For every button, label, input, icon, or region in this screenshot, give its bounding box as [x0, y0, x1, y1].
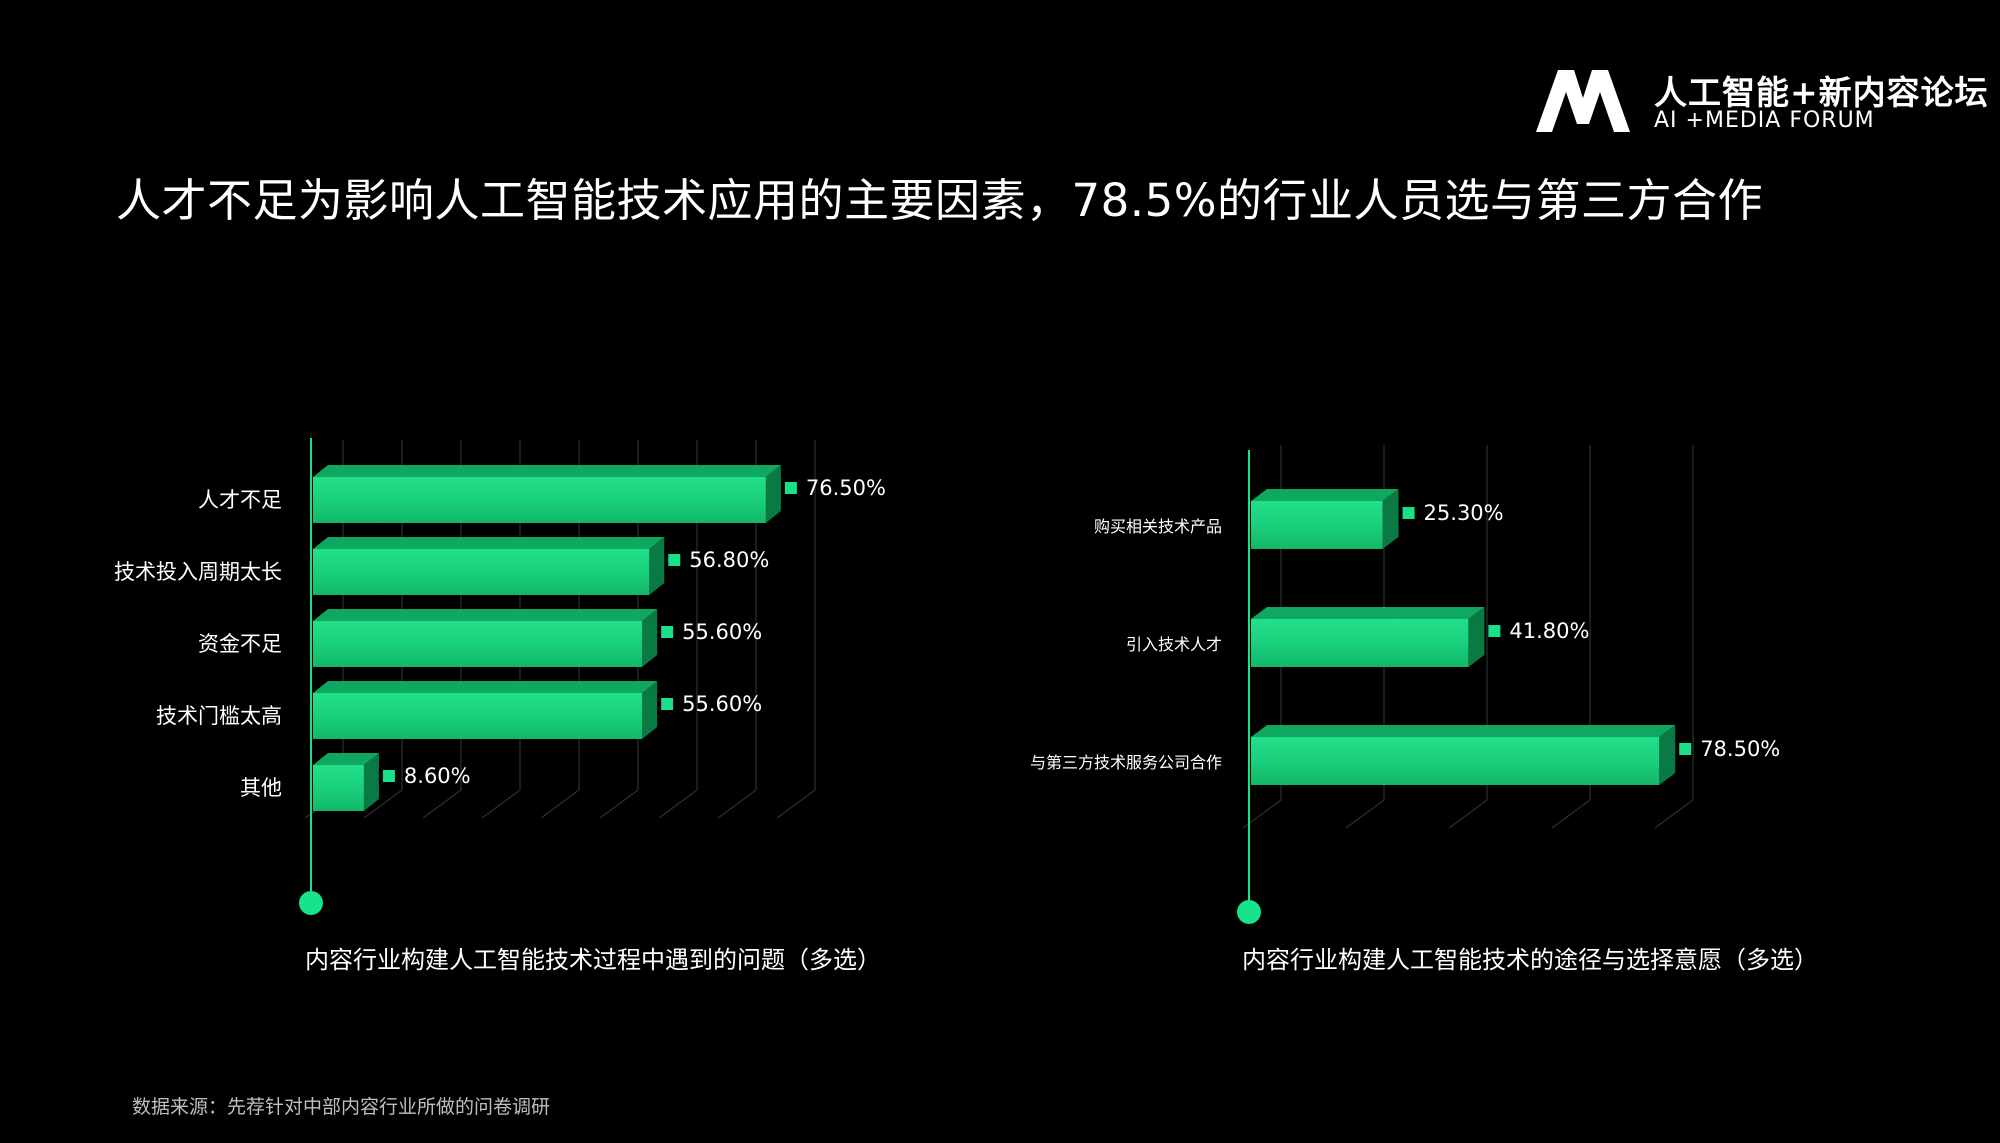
chart2-bar-3 [1251, 737, 1660, 785]
chart1-axis-dot [299, 891, 323, 915]
chart1-bar-1 [313, 477, 766, 523]
chart1-bar-top-1 [313, 465, 781, 477]
chart1-bar-top-2 [313, 537, 665, 549]
chart1-value-label-1: 76.50% [806, 476, 886, 500]
chart1-bar-top-3 [313, 609, 658, 621]
chart1-value-label-5: 8.60% [404, 764, 471, 788]
chart1-value-label-3: 55.60% [682, 620, 762, 644]
chart2-bar-side-2 [1468, 607, 1485, 667]
chart2-value-marker-1 [1402, 507, 1415, 519]
chart2-value-marker-2 [1488, 625, 1501, 637]
chart1-gridline-floor [481, 789, 521, 819]
chart2-title: 内容行业构建人工智能技术的途径与选择意愿（多选） [1242, 946, 1818, 974]
page-headline: 人才不足为影响人工智能技术应用的主要因素，78.5%的行业人员选与第三方合作 [116, 174, 1763, 227]
chart2-value-label-3: 78.50% [1700, 737, 1780, 761]
chart1-bar-side-2 [649, 537, 665, 595]
chart1-value-marker-1 [784, 482, 797, 494]
chart1-gridline-floor [717, 789, 757, 819]
chart2-category-label-1: 购买相关技术产品 [1094, 517, 1222, 536]
chart2-gridline-floor [1654, 799, 1694, 829]
chart2-gridline-floor [1551, 799, 1591, 829]
chart1-value-marker-2 [668, 554, 681, 566]
chart2-bar-2 [1251, 619, 1469, 667]
chart2-bar-1 [1251, 501, 1383, 549]
chart1-bar-side-3 [642, 609, 658, 667]
chart2-bar-top-2 [1251, 607, 1485, 619]
chart1-category-label-1: 人才不足 [198, 488, 282, 512]
ma-logo-icon [1536, 70, 1630, 132]
chart2-bar-side-3 [1659, 725, 1676, 785]
chart1-bar-top-5 [313, 753, 379, 765]
data-source-note: 数据来源：先荐针对中部内容行业所做的问卷调研 [132, 1096, 551, 1118]
chart1-gridline-floor [599, 789, 639, 819]
chart1-bar-3 [313, 621, 643, 667]
chart1-bar-side-5 [363, 753, 379, 811]
chart2-bar-top-1 [1251, 489, 1399, 501]
chart2-value-label-2: 41.80% [1509, 619, 1589, 643]
chart1-bar-2 [313, 549, 650, 595]
chart1-bar-4 [313, 693, 643, 739]
chart1-value-label-2: 56.80% [689, 548, 769, 572]
chart1-category-label-2: 技术投入周期太长 [114, 560, 282, 584]
chart1-value-marker-5 [382, 770, 395, 782]
chart1-gridline-floor [363, 789, 403, 819]
chart1-category-label-5: 其他 [240, 776, 282, 800]
logo-title-en: AI +MEDIA FORUM [1654, 108, 1875, 133]
chart1-gridline-floor [422, 789, 462, 819]
chart1-category-label-3: 资金不足 [198, 632, 282, 656]
chart1-value-label-4: 55.60% [682, 692, 762, 716]
chart1-gridline-floor [658, 789, 698, 819]
chart1-value-marker-3 [661, 626, 674, 638]
chart2-gridline-floor [1345, 799, 1385, 829]
chart2-axis-dot [1237, 900, 1261, 924]
chart1-value-marker-4 [661, 698, 674, 710]
chart1-title: 内容行业构建人工智能技术过程中遇到的问题（多选） [305, 946, 881, 974]
chart1-bar-side-1 [765, 465, 781, 523]
logo-title-cn: 人工智能+新内容论坛 [1654, 73, 1989, 112]
chart1-gridline-floor [540, 789, 580, 819]
chart2-bar-top-3 [1251, 725, 1676, 737]
chart2-value-marker-3 [1679, 743, 1692, 755]
forum-logo: 人工智能+新内容论坛 AI +MEDIA FORUM [1536, 66, 1988, 138]
chart1-category-label-4: 技术门槛太高 [156, 704, 282, 728]
chart2-category-label-2: 引入技术人才 [1126, 635, 1222, 654]
chart1-bar-side-4 [642, 681, 658, 739]
chart1-bar-top-4 [313, 681, 658, 693]
chart1-gridline-floor [776, 789, 816, 819]
chart1-bar-5 [313, 765, 364, 811]
chart2-value-label-1: 25.30% [1424, 501, 1504, 525]
chart2-bar-side-1 [1382, 489, 1399, 549]
chart2-gridline-floor [1448, 799, 1488, 829]
chart2-category-label-3: 与第三方技术服务公司合作 [1030, 753, 1222, 772]
